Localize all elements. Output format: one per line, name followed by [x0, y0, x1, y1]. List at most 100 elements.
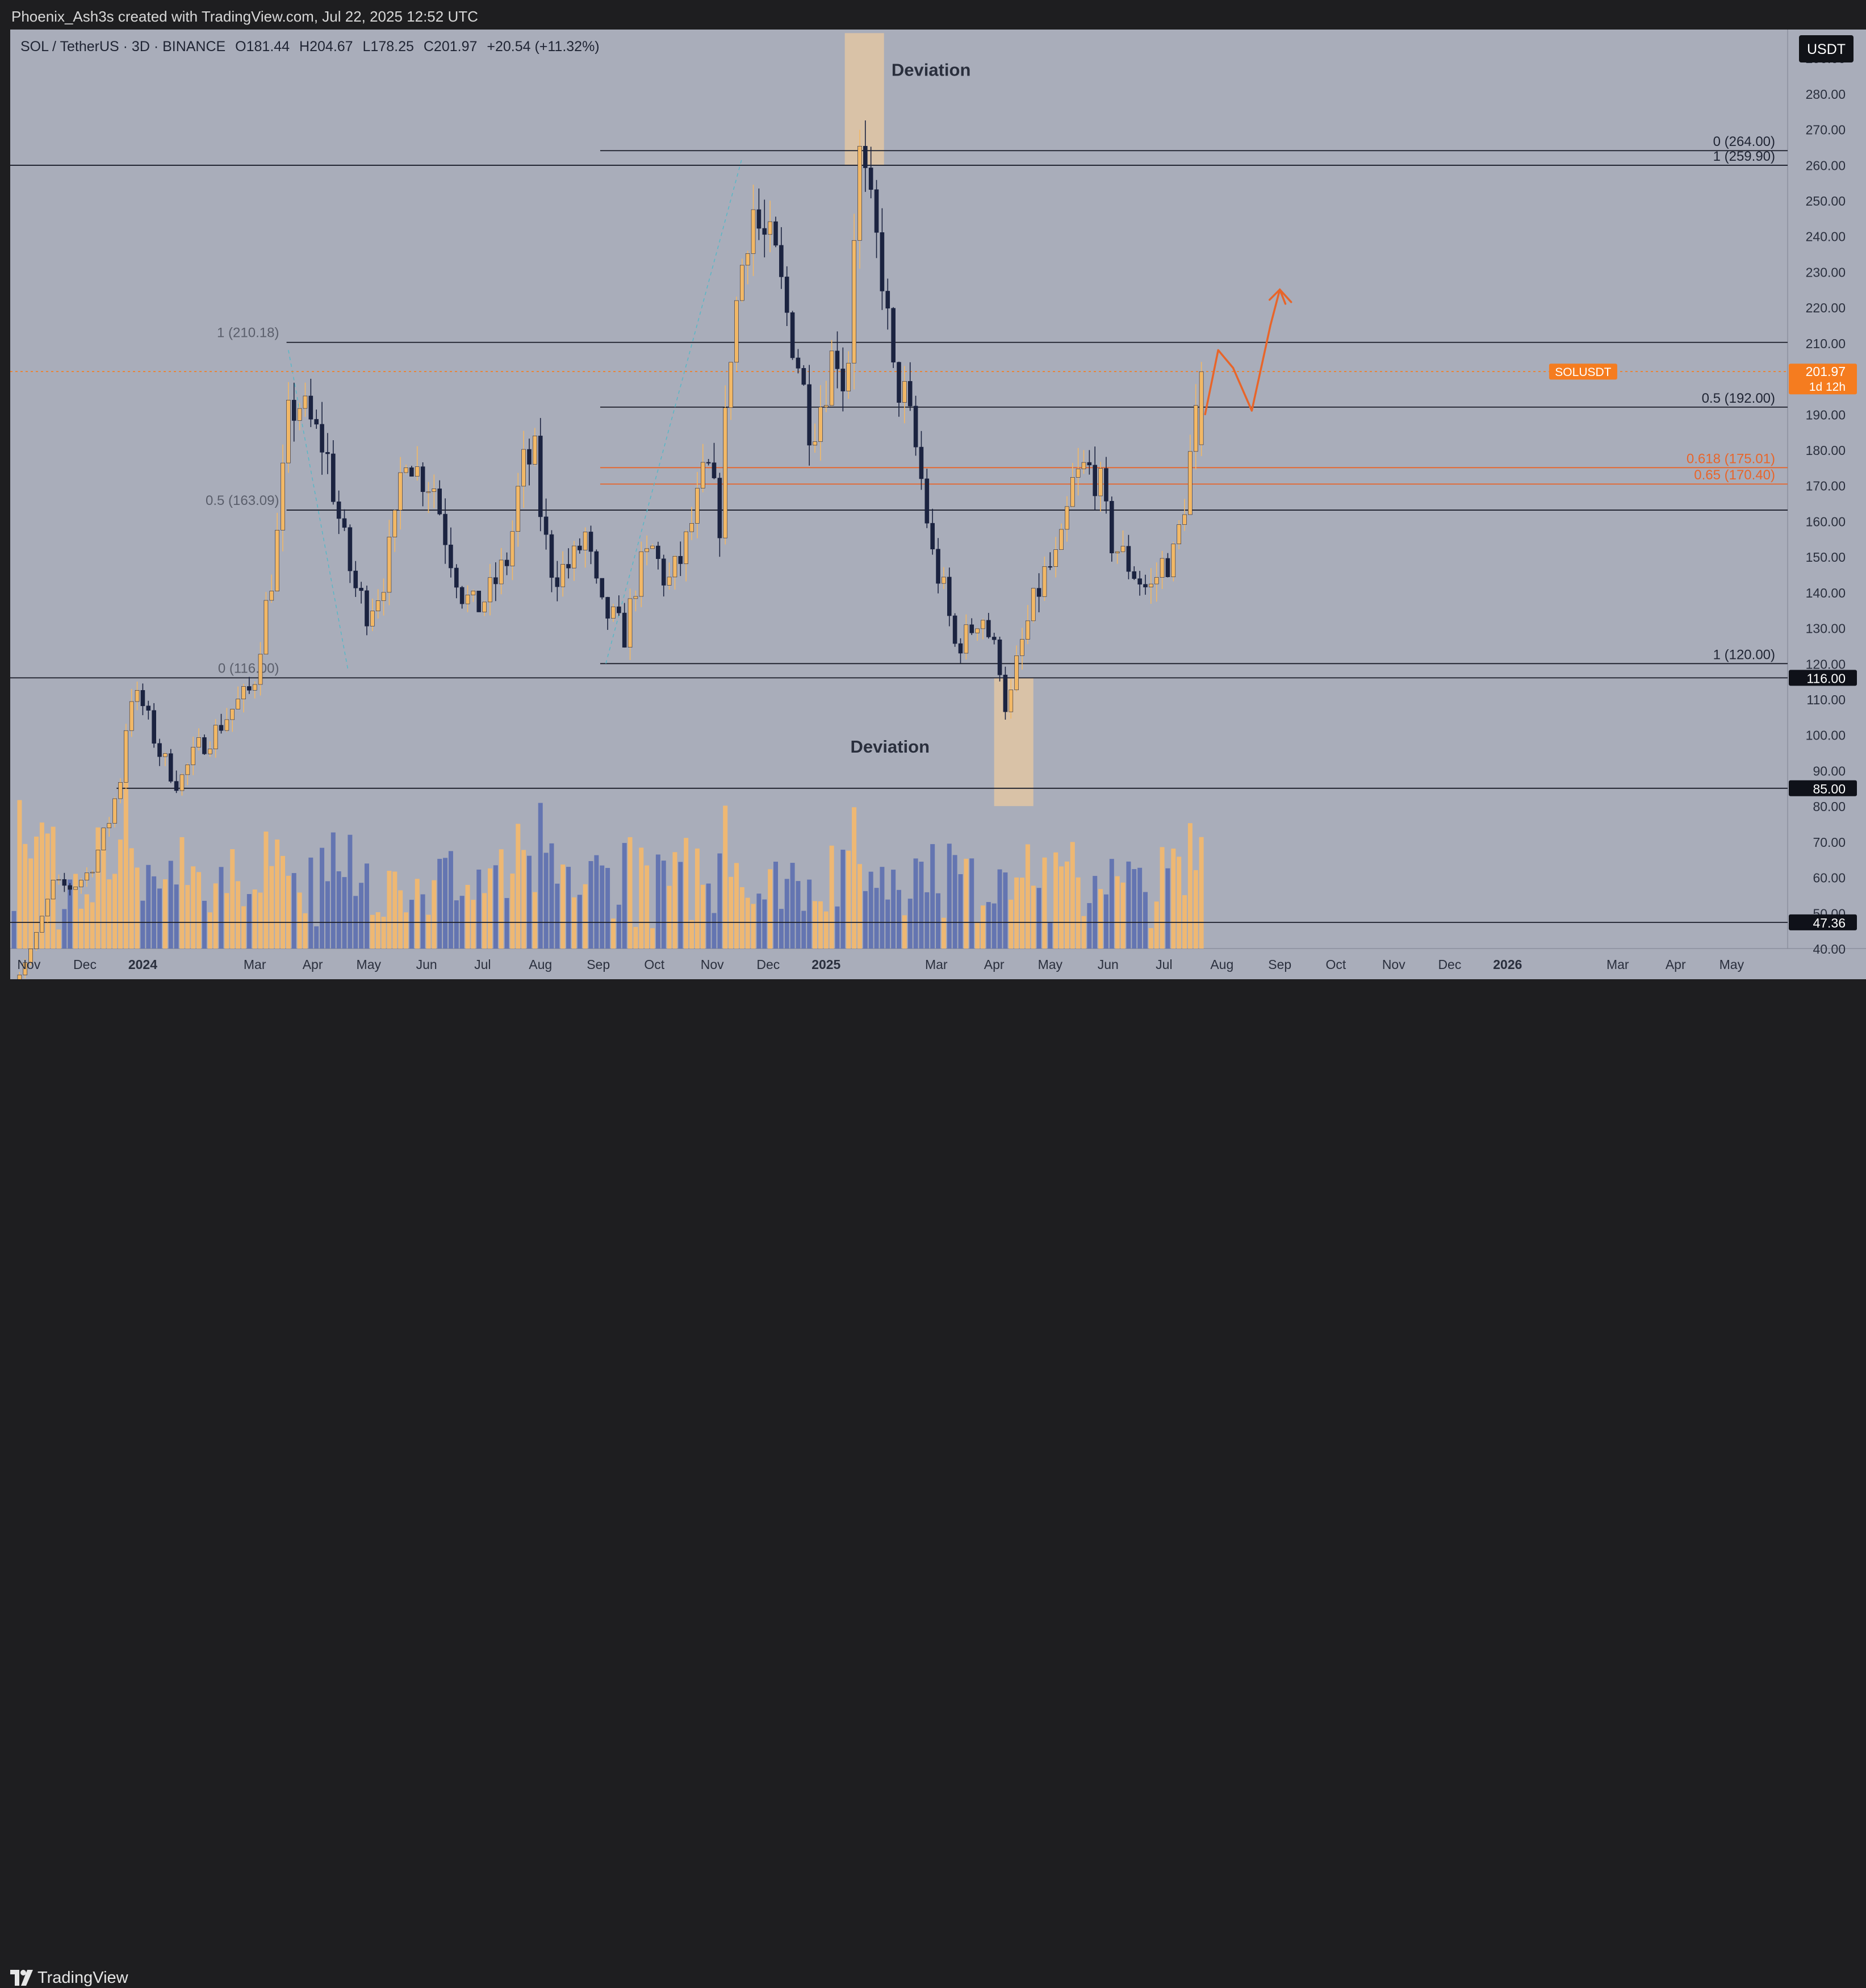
volume-bar: [392, 871, 398, 949]
candle-body: [45, 899, 50, 917]
volume-bar: [991, 903, 997, 949]
candle-body: [499, 559, 504, 584]
candle-body: [986, 620, 991, 637]
candle-body: [381, 592, 386, 601]
candle-body: [779, 245, 784, 277]
candle-body: [202, 737, 207, 754]
volume-bar: [1093, 876, 1098, 949]
volume-bar: [135, 867, 140, 949]
price-tick-label: 180.00: [1806, 443, 1846, 458]
candle-body: [852, 240, 856, 364]
candle-body: [432, 488, 437, 492]
volume-bar: [118, 840, 123, 949]
currency-button[interactable]: USDT: [1799, 35, 1854, 62]
candle-body: [330, 453, 336, 502]
price-tick-label: 170.00: [1806, 479, 1846, 494]
volume-bar: [291, 873, 296, 949]
candle-body: [482, 602, 487, 612]
candle-body: [617, 606, 621, 613]
volume-bar: [17, 800, 22, 949]
candle-body: [1070, 477, 1075, 507]
candle-body: [818, 407, 823, 442]
volume-bar: [191, 866, 196, 949]
candle-body: [521, 449, 526, 487]
volume-bar: [409, 900, 414, 949]
candle-body: [919, 446, 924, 479]
candle-body: [510, 531, 515, 566]
candle-body: [370, 611, 375, 627]
symbol-legend: SOL / TetherUS · 3D · BINANCE O181.44 H2…: [20, 39, 605, 55]
volume-bar: [330, 832, 336, 949]
candle-body: [661, 558, 666, 586]
candle-body: [219, 725, 224, 731]
fib-label: 1 (120.00): [1713, 647, 1775, 662]
volume-bar: [308, 857, 313, 949]
volume-bar: [768, 869, 773, 949]
price-tick-label: 110.00: [1806, 692, 1846, 707]
legend-low: L178.25: [362, 39, 414, 55]
price-tick-label: 150.00: [1806, 550, 1846, 565]
volume-bar: [907, 899, 913, 949]
volume-bar: [997, 869, 1002, 949]
time-tick-label: May: [1719, 957, 1744, 972]
volume-bar: [790, 863, 795, 949]
volume-bar: [857, 864, 862, 949]
volume-bar: [246, 894, 252, 949]
candle-body: [1065, 506, 1069, 530]
candle-body: [118, 782, 123, 799]
candle-body: [79, 880, 83, 887]
candle-body: [465, 595, 470, 604]
plot-background: [10, 30, 1788, 949]
candle-body: [700, 462, 705, 488]
legend-close: C201.97: [423, 39, 478, 55]
candlestick-chart[interactable]: 0 (264.00)1 (259.90) 0.5 (192.00) 0.618 (1…: [10, 30, 1866, 979]
volume-bar: [325, 881, 330, 949]
price-tag-label: 116.00: [1806, 671, 1846, 686]
volume-bar: [650, 928, 655, 949]
time-tick-label: Nov: [1382, 957, 1405, 972]
candle-body: [829, 350, 834, 406]
volume-bar: [281, 855, 286, 949]
volume-bar: [784, 879, 789, 949]
volume-bar: [1109, 859, 1114, 949]
candle-body: [981, 620, 985, 629]
time-tick-label: Oct: [644, 957, 664, 972]
volume-bar: [930, 844, 935, 949]
candle-body: [729, 362, 733, 408]
volume-bar: [1070, 842, 1075, 949]
volume-bar: [11, 911, 16, 949]
candle-body: [1087, 462, 1092, 466]
candle-body: [40, 916, 44, 933]
candle-body: [712, 462, 717, 478]
candle-body: [73, 887, 78, 890]
volume-bar: [297, 892, 302, 949]
fib-label: 0.5 (192.00): [1702, 391, 1775, 406]
candle-body: [645, 548, 649, 552]
candle-body: [1126, 546, 1131, 572]
volume-bar: [437, 859, 442, 949]
volume-bar: [717, 853, 722, 949]
volume-bar: [157, 888, 162, 949]
deviation-zone: [844, 33, 884, 165]
time-tick-label: Nov: [701, 957, 724, 972]
volume-bar: [1098, 889, 1103, 949]
candle-body: [790, 312, 795, 358]
volume-bar: [263, 832, 269, 949]
volume-bar: [140, 900, 145, 949]
candle-body: [415, 466, 420, 477]
chart-area[interactable]: 0 (264.00) 1 (259.90) 0.5 (192.00) 0.618 (1…: [10, 30, 1866, 979]
volume-bar: [751, 904, 756, 949]
candle-body: [297, 408, 302, 421]
volume-bar: [897, 889, 901, 949]
candle-body: [902, 381, 907, 403]
candle-body: [404, 467, 408, 473]
volume-bar: [219, 867, 224, 949]
fib-label: 1 (210.18): [217, 325, 279, 341]
candle-body: [1193, 405, 1198, 452]
annotation-deviation-bottom: Deviation: [851, 737, 930, 757]
volume-bar: [493, 865, 498, 949]
volume-bar: [583, 884, 588, 949]
candle-body: [1154, 577, 1159, 584]
volume-bar: [364, 863, 369, 949]
volume-bar: [852, 807, 857, 949]
